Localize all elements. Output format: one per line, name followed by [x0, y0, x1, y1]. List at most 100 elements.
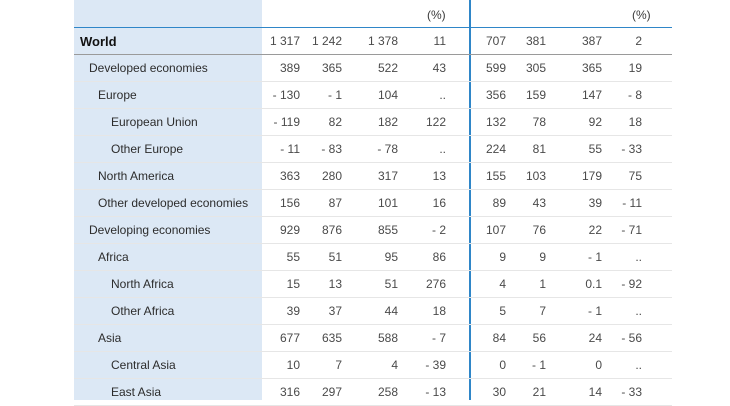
table-cell: - 83 — [321, 142, 342, 156]
table-cell: .. — [635, 304, 642, 318]
table-cell: 7 — [335, 358, 342, 372]
table-cell: 297 — [321, 385, 342, 399]
table-cell: 51 — [384, 277, 398, 291]
table-cell: 75 — [628, 169, 642, 183]
table-cell: 22 — [588, 223, 602, 237]
table-cell: 87 — [328, 196, 342, 210]
table-cell: 39 — [286, 304, 300, 318]
table-cell: 13 — [432, 169, 446, 183]
table-cell: 363 — [279, 169, 300, 183]
row-divider — [74, 81, 672, 82]
row-label: Other developed economies — [98, 196, 249, 210]
table-cell: 56 — [532, 331, 546, 345]
row-label: Europe — [98, 88, 137, 102]
table-cell: 21 — [532, 385, 546, 399]
table-cell: 18 — [628, 115, 642, 129]
row-divider — [74, 324, 672, 325]
table-cell: 78 — [532, 115, 546, 129]
row-label: European Union — [111, 115, 198, 129]
table-cell: 37 — [328, 304, 342, 318]
column-group-divider — [469, 0, 471, 400]
table-cell: - 92 — [621, 277, 642, 291]
table-cell: 51 — [328, 250, 342, 264]
row-label: Asia — [98, 331, 122, 345]
row-label: Developing economies — [89, 223, 211, 237]
table-cell: 156 — [279, 196, 300, 210]
table-cell: 55 — [286, 250, 300, 264]
table-cell: 356 — [485, 88, 506, 102]
table-row: Developing economies 929 876 855 - 2 107 76 22 -… — [0, 217, 730, 244]
table-cell: - 2 — [431, 223, 446, 237]
table-cell: 316 — [279, 385, 300, 399]
table-cell: 82 — [328, 115, 342, 129]
table-cell: 677 — [279, 331, 300, 345]
table-cell: 107 — [485, 223, 506, 237]
table-cell: 707 — [485, 34, 506, 48]
table-cell: 43 — [432, 61, 446, 75]
table-cell: - 13 — [425, 385, 446, 399]
table-cell: 599 — [485, 61, 506, 75]
table-cell: 182 — [377, 115, 398, 129]
table-cell: 280 — [321, 169, 342, 183]
row-divider — [74, 54, 672, 55]
table-row: East Asia 316 297 258 - 13 30 21 14 - 33 — [0, 379, 730, 406]
table-cell: 24 — [588, 331, 602, 345]
header-rule — [74, 27, 672, 28]
table-cell: 159 — [525, 88, 546, 102]
table-cell: 9 — [499, 250, 506, 264]
table-cell: 5 — [499, 304, 506, 318]
row-label: Developed economies — [89, 61, 208, 75]
table-cell: 55 — [588, 142, 602, 156]
table-cell: 0.1 — [585, 277, 602, 291]
table-cell: 39 — [588, 196, 602, 210]
table-cell: 43 — [532, 196, 546, 210]
row-label: East Asia — [111, 385, 162, 399]
table-row: North Africa 15 13 51 276 4 1 0.1 - 92 — [0, 271, 730, 298]
table-cell: - 56 — [621, 331, 642, 345]
table-cell: 381 — [525, 34, 546, 48]
table-cell: 76 — [532, 223, 546, 237]
table-cell: 10 — [286, 358, 300, 372]
row-divider — [74, 189, 672, 190]
table-cell: 365 — [581, 61, 602, 75]
table-cell: - 71 — [621, 223, 642, 237]
table-row: Asia 677 635 588 - 7 84 56 24 - 56 — [0, 325, 730, 352]
table-cell: 19 — [628, 61, 642, 75]
table-cell: 2 — [635, 34, 642, 48]
pct-change-header-right: (%) — [632, 8, 651, 22]
table-cell: 122 — [425, 115, 446, 129]
table-cell: 387 — [581, 34, 602, 48]
table-cell: .. — [439, 142, 446, 156]
table-cell: 224 — [485, 142, 506, 156]
row-label: Other Africa — [111, 304, 175, 318]
table-cell: - 33 — [621, 142, 642, 156]
table-cell: 1 378 — [367, 34, 398, 48]
row-label: Africa — [98, 250, 129, 264]
table-row: Africa 55 51 95 86 9 9 - 1.. — [0, 244, 730, 271]
table-cell: 18 — [432, 304, 446, 318]
table-row: Other Africa 39 37 44 18 5 7 - 1.. — [0, 298, 730, 325]
row-divider — [74, 162, 672, 163]
table-cell: 147 — [581, 88, 602, 102]
table-cell: 30 — [492, 385, 506, 399]
table-cell: - 1 — [587, 304, 602, 318]
table-cell: 0 — [499, 358, 506, 372]
table-cell: 92 — [588, 115, 602, 129]
table-cell: 1 317 — [269, 34, 300, 48]
table-cell: 389 — [279, 61, 300, 75]
table-row: Europe - 130 - 1 104.. 356 159 147 - 8 — [0, 82, 730, 109]
table-cell: - 33 — [621, 385, 642, 399]
table-cell: 81 — [532, 142, 546, 156]
table-cell: 4 — [391, 358, 398, 372]
table-cell: 84 — [492, 331, 506, 345]
table-cell: 15 — [286, 277, 300, 291]
table-cell: 929 — [279, 223, 300, 237]
row-divider — [74, 378, 672, 379]
table-row: Central Asia 10 7 4 - 39 0 - 1 0.. — [0, 352, 730, 379]
table-cell: 104 — [377, 88, 398, 102]
table-cell: 44 — [384, 304, 398, 318]
table-cell: .. — [635, 358, 642, 372]
table-cell: - 8 — [627, 88, 642, 102]
pct-change-header-left: (%) — [427, 8, 446, 22]
